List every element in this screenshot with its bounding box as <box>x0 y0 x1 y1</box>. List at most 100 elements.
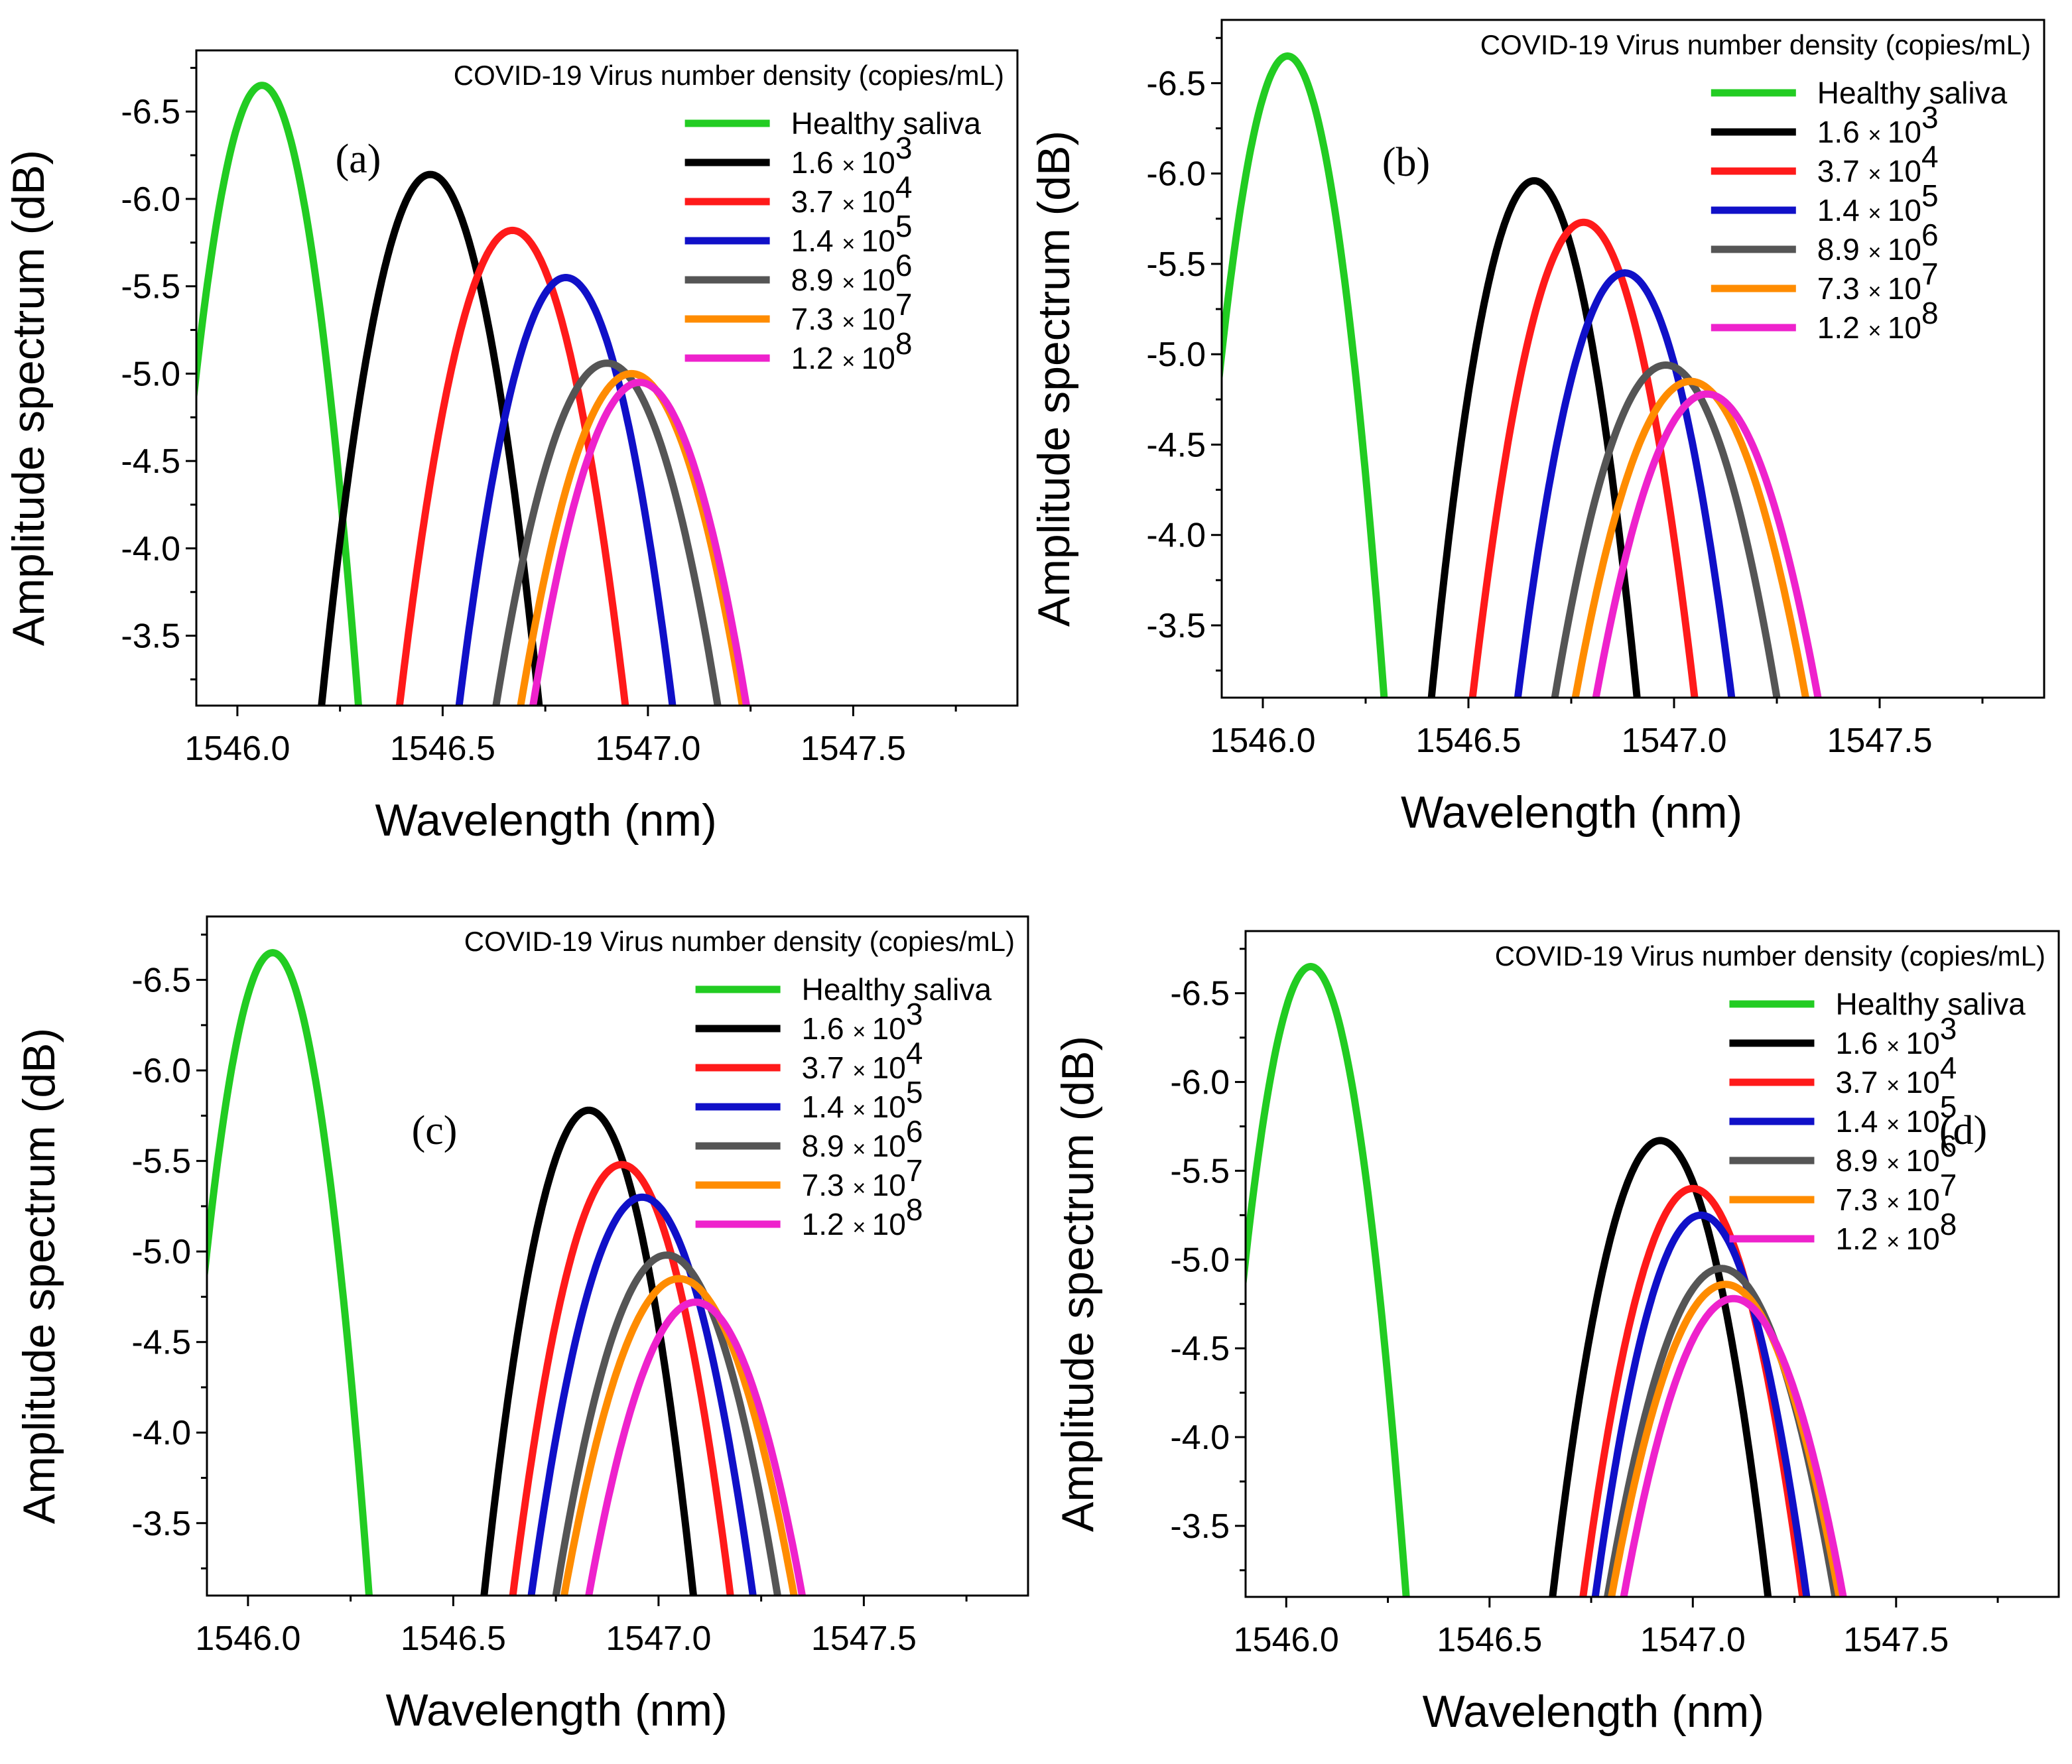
panel-label: (c) <box>412 1108 458 1153</box>
x-tick-label: 1547.5 <box>801 729 906 768</box>
y-tick-label: -4.5 <box>1146 426 1206 464</box>
y-tick-label: -5.5 <box>1146 245 1206 284</box>
series-line-c6 <box>1592 390 1822 698</box>
series-line-c5 <box>560 1275 798 1596</box>
y-tick-label: -6.5 <box>121 93 180 131</box>
series-line-c6 <box>529 379 751 706</box>
x-tick-label: 1547.5 <box>1843 1621 1949 1659</box>
legend-label-healthy: Healthy saliva <box>1835 987 2026 1021</box>
y-tick-label: -5.5 <box>121 268 180 306</box>
legend-label-c2: 3.7 × 104 <box>1817 139 1939 188</box>
series-line-healthy <box>1222 52 1388 698</box>
legend-label-c1: 1.6 × 103 <box>1817 100 1939 149</box>
series-group <box>1246 963 1847 1597</box>
panel-b: 1546.0 1546.5 1547.0 1547.5 -3.5 -4.0 -4.5 -5.0… <box>1029 19 2045 838</box>
legend-label-c3: 1.4 × 105 <box>802 1075 923 1124</box>
series-line-c6 <box>1620 1294 1847 1597</box>
series-line-c6 <box>585 1298 807 1596</box>
legend-label-c4: 8.9 × 106 <box>802 1114 923 1163</box>
legend-label-c1: 1.6 × 103 <box>1835 1011 1957 1060</box>
legend-label-c5: 7.3 × 107 <box>791 287 913 336</box>
plot-frame <box>1244 930 2060 1598</box>
legend-label-c6: 1.2 × 108 <box>1817 296 1939 345</box>
series-line-c5 <box>1571 377 1810 698</box>
y-tick-label: -6.5 <box>1170 975 1230 1013</box>
series-line-c1 <box>1427 177 1641 698</box>
panel-d: 1546.0 1546.5 1547.0 1547.5 -3.5 -4.0 -4.5 -5.0… <box>1053 930 2060 1737</box>
y-tick-label: -6.0 <box>1146 155 1206 194</box>
x-tick-label: 1547.5 <box>811 1619 917 1658</box>
panel-label: (b) <box>1382 140 1430 185</box>
y-axis-title: Amplitude spectrum (dB) <box>1053 1036 1103 1532</box>
x-tick-label: 1547.0 <box>1621 722 1726 760</box>
x-tick-label: 1546.0 <box>1210 722 1315 760</box>
x-tick-label: 1546.0 <box>195 1619 300 1658</box>
legend-label-c3: 1.4 × 105 <box>1817 178 1939 227</box>
series-line-c4 <box>1551 361 1781 698</box>
y-axis-title: Amplitude spectrum (dB) <box>14 1028 64 1524</box>
x-tick-label: 1547.0 <box>1640 1621 1746 1659</box>
legend-label-healthy: Healthy saliva <box>1817 76 2008 110</box>
y-tick-label: -5.5 <box>1170 1152 1230 1190</box>
x-axis-title: Wavelength (nm) <box>1401 787 1742 838</box>
y-tick-label: -5.0 <box>1170 1241 1230 1279</box>
legend-label-healthy: Healthy saliva <box>802 972 992 1007</box>
series-group <box>196 82 751 706</box>
x-tick-label: 1547.0 <box>595 729 700 768</box>
series-line-healthy <box>196 82 362 706</box>
x-axis-title: Wavelength (nm) <box>1423 1686 1764 1737</box>
x-axis-title: Wavelength (nm) <box>386 1685 728 1735</box>
y-tick-label: -6.5 <box>1146 64 1206 103</box>
x-tick-label: 1546.5 <box>390 729 495 768</box>
series-line-c3 <box>527 1193 757 1596</box>
y-tick-label: -4.0 <box>1170 1418 1230 1457</box>
x-tick-label: 1546.0 <box>1234 1621 1339 1659</box>
y-tick-label: -3.5 <box>1146 607 1206 645</box>
legend-label-c5: 7.3 × 107 <box>802 1153 923 1202</box>
legend-label-c6: 1.2 × 108 <box>802 1192 923 1241</box>
y-tick-label: -4.5 <box>131 1324 191 1362</box>
x-tick-label: 1546.0 <box>184 729 290 768</box>
series-line-c3 <box>455 274 677 706</box>
y-tick-label: -4.5 <box>1170 1330 1230 1368</box>
y-axis-title: Amplitude spectrum (dB) <box>3 150 54 646</box>
x-axis-title: Wavelength (nm) <box>375 795 717 846</box>
legend-title: COVID-19 Virus number density (copies/mL… <box>454 60 1004 91</box>
series-line-c3 <box>1514 269 1736 698</box>
legend-label-healthy: Healthy saliva <box>791 106 982 141</box>
legend-label-c6: 1.2 × 108 <box>1835 1207 1957 1256</box>
y-tick-label: -6.0 <box>1170 1064 1230 1102</box>
y-tick-label: -3.5 <box>131 1505 191 1543</box>
plot-frame <box>206 915 1029 1597</box>
legend-title: COVID-19 Virus number density (copies/mL… <box>464 926 1015 957</box>
series-line-c1 <box>1549 1137 1772 1597</box>
legend-title: COVID-19 Virus number density (copies/mL… <box>1495 940 2045 972</box>
series-line-c2 <box>1468 218 1699 698</box>
series-line-c1 <box>318 170 543 706</box>
y-tick-label: -6.5 <box>131 962 191 1000</box>
legend-label-c4: 8.9 × 106 <box>1835 1129 1957 1178</box>
legend-label-c1: 1.6 × 103 <box>802 997 923 1046</box>
series-line-healthy <box>207 949 373 1596</box>
x-tick-label: 1547.0 <box>606 1619 711 1658</box>
panel-a: 1546.0 1546.5 1547.0 1547.5 -3.5 -4.0 -4.5 -5.0… <box>3 49 1019 846</box>
series-line-c2 <box>395 226 629 706</box>
legend-label-c5: 7.3 × 107 <box>1835 1168 1957 1217</box>
y-tick-label: -4.5 <box>121 442 180 481</box>
y-tick-label: -3.5 <box>1170 1507 1230 1546</box>
y-tick-label: -4.0 <box>131 1414 191 1452</box>
series-line-c4 <box>552 1251 781 1596</box>
series-line-healthy <box>1246 963 1410 1597</box>
y-tick-label: -5.0 <box>121 355 180 393</box>
y-tick-label: -5.0 <box>131 1233 191 1271</box>
panel-label: (d) <box>1939 1108 1987 1153</box>
y-tick-label: -6.0 <box>121 180 180 219</box>
legend-label-c5: 7.3 × 107 <box>1817 257 1939 306</box>
y-tick-label: -3.5 <box>121 617 180 656</box>
legend-label-c1: 1.6 × 103 <box>791 131 913 180</box>
